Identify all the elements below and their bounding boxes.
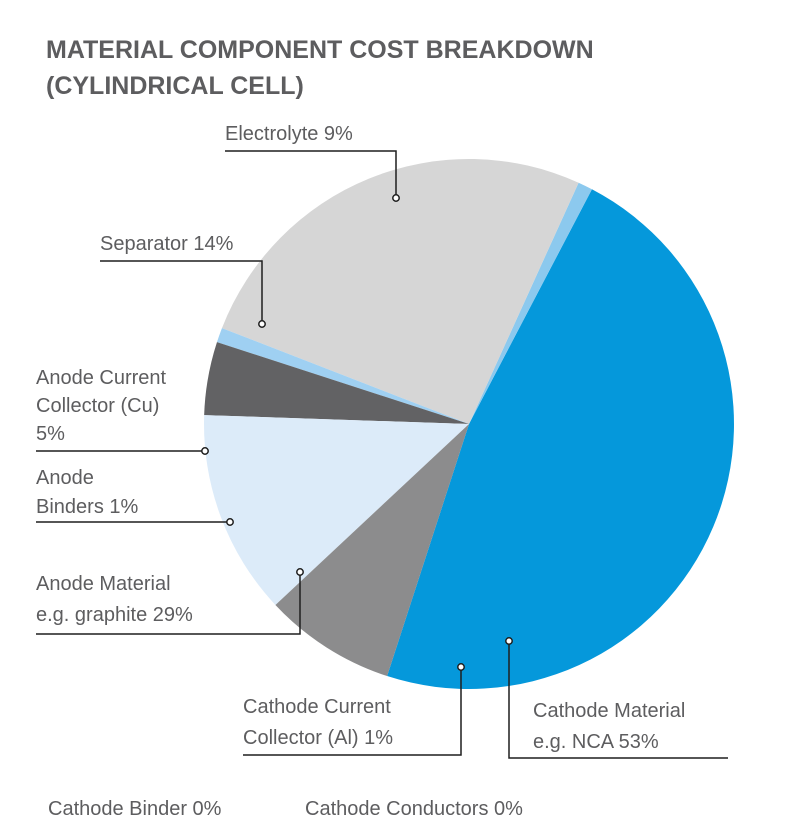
slice-label-text: Separator 14% (100, 233, 234, 255)
footnote-cathode-binder: Cathode Binder 0% (48, 798, 222, 820)
slice-label-text: Electrolyte 9% (225, 123, 353, 145)
footnote-cathode-conductors: Cathode Conductors 0% (305, 798, 523, 820)
slice-label-text: Collector (Cu) (36, 395, 159, 417)
label-cathode-material: Cathode Material e.g. NCA 53% (505, 637, 728, 759)
slice-label-text: e.g. graphite 29% (36, 604, 193, 626)
leader-dot (258, 320, 266, 328)
slice-label-text: Anode Material (36, 573, 171, 595)
slice-label-text: Anode (36, 467, 94, 489)
leader-line (225, 150, 397, 198)
leader-dot (201, 447, 209, 455)
leader-line (100, 260, 263, 324)
label-anode-binders: Anode Binders 1% (36, 467, 234, 526)
pie-slice-separator (203, 415, 469, 605)
label-electrolyte: Electrolyte 9% (225, 123, 400, 202)
slice-label-text: Cathode Current (243, 696, 391, 718)
leader-line (36, 572, 301, 635)
leader-line (508, 641, 728, 759)
leader-dot (296, 568, 304, 576)
chart-title-line-1: MATERIAL COMPONENT COST BREAKDOWN (46, 36, 594, 64)
slice-labels: Cathode Material e.g. NCA 53% Cathode Curr… (36, 123, 728, 759)
slice-label-text: Collector (Al) 1% (243, 727, 393, 749)
label-separator: Separator 14% (100, 233, 266, 328)
pie-slices (203, 158, 734, 689)
pie-slice-electrolyte (275, 424, 469, 677)
label-anode-material: Anode Material e.g. graphite 29% (36, 568, 304, 635)
slice-label-text: Cathode Material (533, 700, 685, 722)
leader-dot (505, 637, 513, 645)
pie-slice-cathode-current-collector-al (469, 182, 592, 424)
pie-slice-anode-binders (216, 328, 469, 424)
slice-label-text: Anode Current (36, 367, 167, 389)
pie-slice-cathode-material (387, 189, 734, 689)
leader-dot (457, 663, 465, 671)
slice-label-text: Binders 1% (36, 496, 138, 518)
leader-dot (392, 194, 400, 202)
pie-slice-anode-current-collector-cu (204, 342, 469, 424)
slice-label-text: 5% (36, 423, 65, 445)
label-anode-current-collector-cu: Anode Current Collector (Cu) 5% (36, 367, 209, 455)
leader-dot (226, 518, 234, 526)
slice-label-text: e.g. NCA 53% (533, 731, 659, 753)
label-cathode-current-collector-al: Cathode Current Collector (Al) 1% (243, 663, 465, 756)
chart-title-line-2: (CYLINDRICAL CELL) (46, 72, 304, 100)
leader-line (243, 667, 462, 756)
pie-slice-anode-material (221, 158, 579, 424)
